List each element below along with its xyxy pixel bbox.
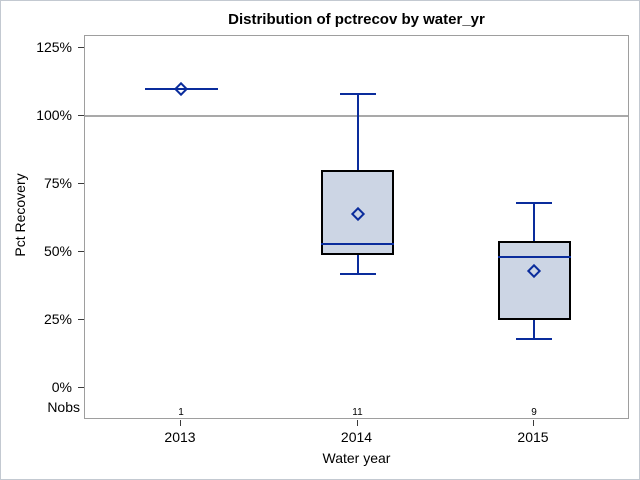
- median-line-2015: [497, 256, 571, 259]
- x-tick-mark-2015: [533, 420, 534, 426]
- whisker-lower-2015: [533, 320, 535, 340]
- median-line-2013: [144, 87, 218, 90]
- x-tick-mark-2014: [356, 420, 358, 426]
- x-tick-label-2013: 2013: [164, 429, 196, 445]
- nobs-value-2013: 1: [178, 407, 184, 418]
- nobs-row-label: Nobs: [47, 399, 80, 415]
- chart-title: Distribution of pctrecov by water_yr: [228, 11, 485, 28]
- y-tick-mark-0%: [78, 387, 84, 388]
- x-tick-mark-2013: [180, 420, 181, 426]
- plot-area: 1 11 9: [84, 35, 629, 419]
- y-tick-label-100%: 100%: [36, 107, 72, 123]
- x-axis-title: Water year: [322, 450, 391, 466]
- nobs-value-2015: 9: [531, 407, 537, 418]
- x-tick-label-2014: 2014: [340, 429, 373, 445]
- whisker-cap-top-2014: [339, 93, 376, 96]
- box-2015: [497, 241, 571, 320]
- x-tick-label-2015: 2015: [517, 429, 549, 445]
- y-tick-label-0%: 0%: [51, 379, 72, 395]
- y-tick-mark-25%: [78, 319, 84, 320]
- box-2014: [321, 170, 394, 255]
- median-line-2014: [321, 242, 394, 245]
- y-tick-label-75%: 75%: [43, 175, 72, 191]
- whisker-upper-2015: [533, 203, 535, 242]
- nobs-value-2014: 11: [352, 407, 363, 418]
- whisker-upper-2014: [356, 94, 359, 171]
- y-tick-mark-100%: [78, 115, 84, 116]
- y-tick-label-50%: 50%: [43, 243, 72, 259]
- whisker-lower-2014: [356, 254, 359, 274]
- y-tick-label-25%: 25%: [43, 311, 72, 327]
- y-tick-mark-75%: [78, 183, 84, 184]
- mean-marker-2013: [173, 81, 189, 96]
- whisker-cap-top-2015: [516, 202, 552, 205]
- y-tick-mark-50%: [78, 251, 84, 252]
- y-tick-mark-125%: [78, 47, 84, 48]
- y-tick-label-125%: 125%: [36, 39, 72, 55]
- whisker-cap-bottom-2015: [516, 338, 552, 341]
- whisker-cap-bottom-2014: [339, 272, 376, 275]
